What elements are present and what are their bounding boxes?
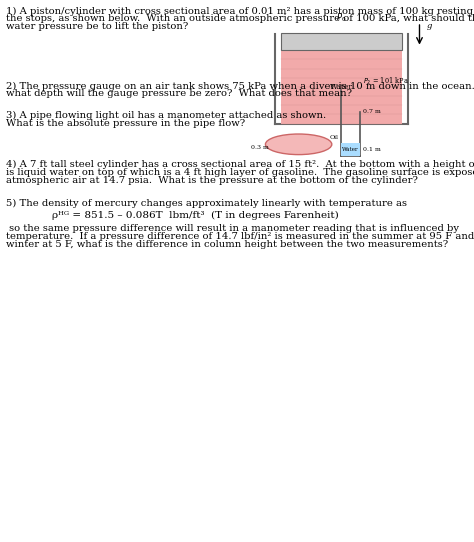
Bar bbox=[281, 50, 402, 124]
Text: the stops, as shown below.  With an outside atmospheric pressure of 100 kPa, wha: the stops, as shown below. With an outsi… bbox=[6, 14, 474, 23]
Text: temperature.  If a pressure difference of 14.7 lbf/in² is measured in the summer: temperature. If a pressure difference of… bbox=[6, 233, 474, 241]
Text: 1) A piston/cylinder with cross sectional area of 0.01 m² has a piston mass of 1: 1) A piston/cylinder with cross sectiona… bbox=[6, 7, 474, 16]
Text: 3) A pipe flowing light oil has a manometer attached as shown.: 3) A pipe flowing light oil has a manome… bbox=[6, 111, 326, 120]
Text: g: g bbox=[427, 22, 432, 30]
Text: 0.3 m: 0.3 m bbox=[251, 145, 269, 150]
Text: is liquid water on top of which is a 4 ft high layer of gasoline.  The gasoline : is liquid water on top of which is a 4 f… bbox=[6, 168, 474, 177]
Bar bbox=[281, 33, 402, 50]
Text: 2) The pressure gauge on an air tank shows 75 kPa when a diver is 10 m down in t: 2) The pressure gauge on an air tank sho… bbox=[6, 81, 474, 91]
Text: what depth will the gauge pressure be zero?  What does that mean?: what depth will the gauge pressure be ze… bbox=[6, 89, 352, 99]
Text: 0.1 m: 0.1 m bbox=[363, 147, 380, 152]
Text: atmospheric air at 14.7 psia.  What is the pressure at the bottom of the cylinde: atmospheric air at 14.7 psia. What is th… bbox=[6, 176, 418, 185]
Text: What is the absolute pressure in the pipe flow?: What is the absolute pressure in the pip… bbox=[6, 119, 245, 128]
Text: Water: Water bbox=[342, 147, 359, 152]
Text: ρᴴᴳ = 851.5 – 0.086T  lbm/ft³  (T in degrees Farenheit): ρᴴᴳ = 851.5 – 0.086T lbm/ft³ (T in degre… bbox=[52, 211, 339, 220]
Text: 0.7 m: 0.7 m bbox=[363, 109, 380, 114]
Text: Water: Water bbox=[330, 83, 353, 91]
Text: water pressure be to lift the piston?: water pressure be to lift the piston? bbox=[6, 22, 188, 31]
Text: $P_0$: $P_0$ bbox=[336, 11, 346, 24]
Text: $P_2$ = 101 kPa: $P_2$ = 101 kPa bbox=[363, 76, 409, 87]
Text: Oil: Oil bbox=[330, 135, 339, 140]
Text: winter at 5 F, what is the difference in column height between the two measureme: winter at 5 F, what is the difference in… bbox=[6, 240, 448, 249]
Text: 4) A 7 ft tall steel cylinder has a cross sectional area of 15 ft².  At the bott: 4) A 7 ft tall steel cylinder has a cros… bbox=[6, 160, 474, 169]
Bar bbox=[341, 143, 360, 156]
Text: so the same pressure difference will result in a manometer reading that is influ: so the same pressure difference will res… bbox=[6, 224, 459, 234]
Ellipse shape bbox=[265, 134, 332, 154]
Text: 5) The density of mercury changes approximately linearly with temperature as: 5) The density of mercury changes approx… bbox=[6, 199, 407, 208]
